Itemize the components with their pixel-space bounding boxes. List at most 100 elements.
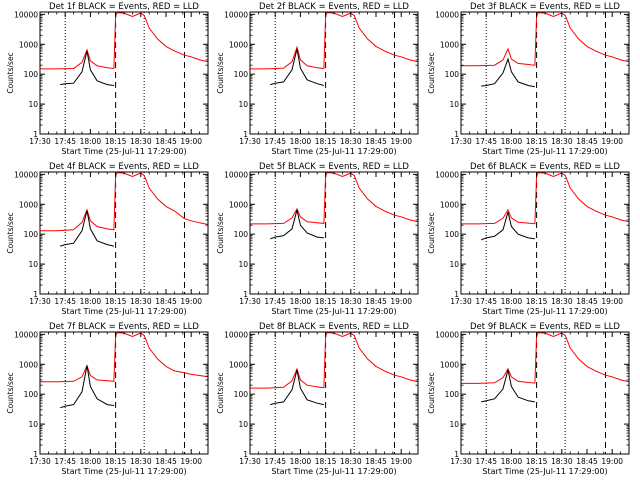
y-tick-label: 1 — [243, 290, 248, 299]
x-tick-label: 18:00 — [290, 297, 312, 306]
y-tick-label: 10000 — [14, 330, 38, 339]
x-axis-label: Start Time (25-Jul-11 17:29:00) — [482, 467, 607, 476]
y-tick-label: 1000 — [440, 40, 459, 49]
y-tick-label: 10 — [449, 260, 459, 269]
x-tick-label: 18:45 — [365, 457, 387, 466]
x-tick-label: 17:45 — [264, 297, 286, 306]
x-tick-label: 17:45 — [475, 137, 497, 146]
x-tick-label: 18:30 — [551, 297, 573, 306]
x-tick-label: 19:00 — [390, 297, 412, 306]
y-tick-label: 1 — [243, 450, 248, 459]
x-tick-label: 18:00 — [501, 297, 523, 306]
panel-title: Det 6f BLACK = Events, RED = LLD — [470, 162, 620, 172]
y-tick-label: 10 — [449, 420, 459, 429]
x-tick-label: 17:45 — [475, 457, 497, 466]
x-tick-label: 17:30 — [450, 457, 472, 466]
x-tick-label: 18:45 — [576, 137, 598, 146]
y-tick-label: 10 — [238, 100, 248, 109]
x-tick-label: 18:45 — [365, 137, 387, 146]
x-tick-label: 18:30 — [130, 457, 152, 466]
panel-det-2: Det 2f BLACK = Events, RED = LLD 1 10 100 10… — [216, 2, 419, 156]
x-tick-label: 18:30 — [340, 457, 362, 466]
x-tick-label: 19:00 — [601, 297, 623, 306]
lld-series-line — [461, 172, 629, 225]
x-tick-label: 18:15 — [105, 297, 127, 306]
y-axis-label: Counts/sec — [6, 52, 15, 93]
x-tick-label: 18:15 — [526, 297, 548, 306]
x-tick-label: 19:00 — [180, 137, 202, 146]
x-tick-label: 18:45 — [576, 457, 598, 466]
x-tick-label: 18:15 — [526, 457, 548, 466]
panel-det-5: Det 5f BLACK = Events, RED = LLD 1 10 100 10… — [216, 162, 419, 316]
y-tick-label: 100 — [445, 230, 460, 239]
y-tick-label: 10000 — [435, 170, 459, 179]
events-series-line — [270, 48, 325, 86]
y-tick-label: 10 — [238, 420, 248, 429]
y-tick-label: 1 — [33, 290, 38, 299]
x-tick-label: 17:30 — [239, 297, 261, 306]
x-tick-label: 19:00 — [180, 457, 202, 466]
panel-det-6: Det 6f BLACK = Events, RED = LLD 1 10 100 10… — [427, 162, 630, 316]
y-tick-label: 10 — [28, 260, 38, 269]
x-tick-label: 17:30 — [239, 457, 261, 466]
x-tick-label: 18:00 — [501, 137, 523, 146]
y-tick-label: 100 — [445, 390, 460, 399]
x-tick-label: 18:15 — [105, 457, 127, 466]
x-tick-label: 17:30 — [29, 297, 51, 306]
y-tick-label: 100 — [234, 390, 249, 399]
y-axis-label: Counts/sec — [216, 212, 225, 253]
x-tick-label: 18:00 — [501, 457, 523, 466]
x-tick-label: 18:30 — [130, 297, 152, 306]
panel-title: Det 5f BLACK = Events, RED = LLD — [259, 162, 409, 172]
y-tick-label: 1000 — [19, 360, 38, 369]
x-tick-label: 18:45 — [365, 297, 387, 306]
y-tick-label: 10000 — [14, 170, 38, 179]
events-series-line — [60, 50, 114, 86]
y-axis-label: Counts/sec — [427, 372, 436, 413]
lld-series-line — [250, 172, 418, 225]
x-tick-label: 18:15 — [315, 457, 337, 466]
x-tick-label: 18:00 — [80, 457, 102, 466]
x-tick-label: 18:30 — [340, 137, 362, 146]
x-tick-label: 19:00 — [180, 297, 202, 306]
x-axis-label: Start Time (25-Jul-11 17:29:00) — [271, 307, 396, 316]
y-tick-label: 1 — [33, 450, 38, 459]
x-tick-label: 18:45 — [576, 297, 598, 306]
x-tick-label: 18:00 — [80, 297, 102, 306]
x-tick-label: 18:00 — [290, 457, 312, 466]
y-tick-label: 100 — [24, 390, 39, 399]
x-tick-label: 18:30 — [551, 457, 573, 466]
y-axis-label: Counts/sec — [216, 372, 225, 413]
x-tick-label: 18:15 — [315, 297, 337, 306]
x-axis-label: Start Time (25-Jul-11 17:29:00) — [61, 147, 186, 156]
panel-det-8: Det 8f BLACK = Events, RED = LLD 1 10 100 10… — [216, 322, 419, 476]
x-tick-label: 18:30 — [340, 297, 362, 306]
y-tick-label: 10000 — [224, 330, 248, 339]
x-tick-label: 18:45 — [155, 297, 177, 306]
events-series-line — [481, 211, 535, 241]
panel-title: Det 2f BLACK = Events, RED = LLD — [259, 2, 409, 12]
x-axis-label: Start Time (25-Jul-11 17:29:00) — [482, 307, 607, 316]
x-axis-label: Start Time (25-Jul-11 17:29:00) — [271, 147, 396, 156]
y-tick-label: 10 — [238, 260, 248, 269]
y-tick-label: 100 — [234, 230, 249, 239]
x-tick-label: 17:45 — [54, 137, 76, 146]
y-axis-label: Counts/sec — [6, 372, 15, 413]
panel-title: Det 4f BLACK = Events, RED = LLD — [49, 162, 199, 172]
x-tick-label: 18:15 — [105, 137, 127, 146]
y-tick-label: 1000 — [440, 200, 459, 209]
x-tick-label: 18:30 — [551, 137, 573, 146]
y-tick-label: 10000 — [435, 10, 459, 19]
x-axis-label: Start Time (25-Jul-11 17:29:00) — [482, 147, 607, 156]
y-axis-label: Counts/sec — [6, 212, 15, 253]
y-tick-label: 1000 — [229, 360, 248, 369]
panel-det-7: Det 7f BLACK = Events, RED = LLD 1 10 100 10… — [6, 322, 209, 476]
x-axis-label: Start Time (25-Jul-11 17:29:00) — [61, 467, 186, 476]
events-series-line — [60, 210, 115, 247]
y-tick-label: 10000 — [14, 10, 38, 19]
x-tick-label: 17:30 — [29, 137, 51, 146]
y-tick-label: 1000 — [19, 200, 38, 209]
y-tick-label: 1 — [454, 130, 459, 139]
x-axis-label: Start Time (25-Jul-11 17:29:00) — [61, 307, 186, 316]
